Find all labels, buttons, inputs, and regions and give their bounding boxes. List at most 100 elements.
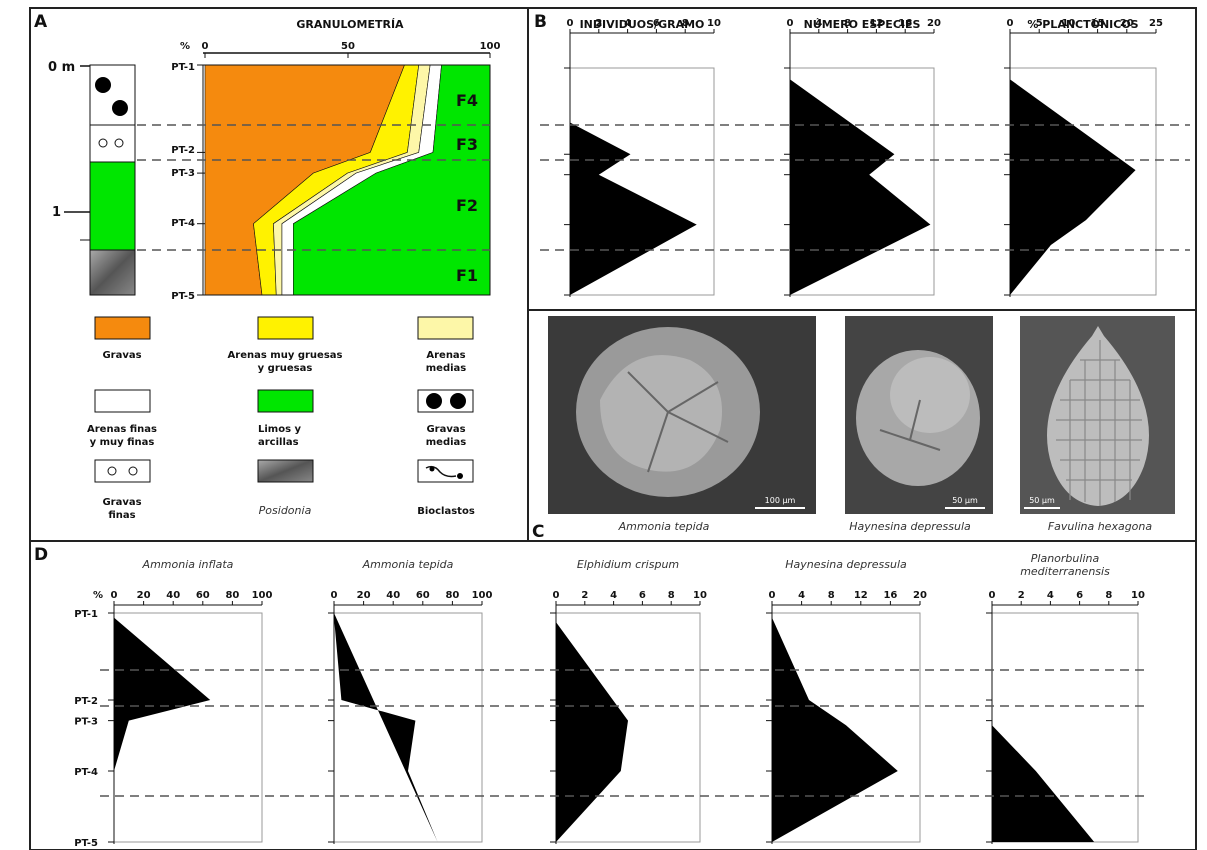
legend-swatch-posidonia [257, 459, 314, 483]
depth-label-1: 1 [52, 205, 61, 220]
legend-bioclast-icon [457, 473, 463, 479]
x-tick-label: 20 [927, 18, 941, 29]
x-tick-label: 4 [798, 590, 805, 601]
x-tick-label: 4 [1047, 590, 1054, 601]
profile-ammonia-inflata: 0 20 40 60 80 100 Ammonia inflata [108, 558, 272, 844]
chart-title: Planorbulina [1031, 552, 1100, 565]
legend-label-arenas-gruesas-2: y gruesas [258, 363, 313, 374]
foram-chamber [890, 357, 970, 433]
x-tick-label: 0 [787, 18, 794, 29]
legend-label-arenas-medias-2: medias [426, 363, 467, 374]
profile--planct-nicos: 0 5 10 15 20 25 % PLANCTÓNICOS [1004, 18, 1163, 297]
x-tick-label: 0 [553, 590, 560, 601]
foram-chamber [600, 355, 722, 472]
legend-swatch-gravas-finas [94, 459, 151, 483]
x-tick-label: 8 [1105, 590, 1112, 601]
x-tick-label: 8 [828, 590, 835, 601]
sample-label-pt5: PT-5 [171, 291, 195, 302]
legend: Gravas Arenas muy gruesas y gruesas Aren… [87, 316, 475, 521]
foram-test [1047, 326, 1149, 506]
profile-area [334, 613, 438, 842]
x-tick-label: 0 [1007, 18, 1014, 29]
fine-gravel-clast [114, 138, 124, 148]
x-tick-label: 4 [815, 18, 822, 29]
profile-area [992, 720, 1095, 842]
x-tick-label: 8 [682, 18, 689, 29]
legend-label-posidonia: Posidonia [259, 504, 312, 517]
photo-favulina: 50 µm [1020, 316, 1175, 514]
legend-swatch-arenas-gruesas [257, 316, 314, 340]
x-tick-label: 25 [1149, 18, 1163, 29]
legend-fine-gravel-icon [128, 466, 138, 476]
profile-n-mero-especies: 0 4 8 12 16 20 NÚMERO ESPECIES [784, 18, 941, 297]
foram-suture [627, 371, 729, 473]
chart-title: INDIVIDUOS/GRAMO [580, 18, 705, 31]
sample-label-pt3: PT-3 [171, 168, 195, 179]
x-tick-label: 20 [1120, 18, 1134, 29]
x-tick-label: 20 [137, 590, 151, 601]
facies-f3: F3 [456, 135, 478, 154]
x-tick-label: 8 [844, 18, 851, 29]
x-tick-label: 80 [445, 590, 459, 601]
lith-gravas-finas [89, 124, 136, 163]
x-tick-label: 80 [225, 590, 239, 601]
x-tick-label: 0 [567, 18, 574, 29]
x-tick-label: 2 [1018, 590, 1025, 601]
facies-f4: F4 [456, 91, 478, 110]
x-tick-label: 0 [769, 590, 776, 601]
scale-label: 50 µm [1029, 496, 1055, 505]
x-tick-label: 15 [1091, 18, 1105, 29]
legend-label-gravas-medias-1: Gravas [426, 424, 465, 435]
legend-swatch-gravas [94, 316, 151, 340]
panel-label-a: A [34, 12, 48, 32]
scale-label: 50 µm [952, 496, 978, 505]
profile-area [1010, 68, 1136, 295]
x-tick-label: 10 [1061, 18, 1075, 29]
scale-label: 100 µm [765, 496, 796, 505]
panel-label-c: C [532, 522, 544, 542]
foram-suture [879, 399, 941, 451]
legend-label-gravas-medias-2: medias [426, 437, 467, 448]
x-tick-label: 100 [472, 590, 493, 601]
x-tick-label: 4 [624, 18, 631, 29]
photo-haynesina: 50 µm [845, 316, 993, 514]
lith-limos [89, 161, 136, 251]
x-tick-label: 60 [416, 590, 430, 601]
gravel-clast [112, 100, 128, 116]
profile-elphidium-crispum: 0 2 4 6 8 10 Elphidium crispum [550, 558, 707, 844]
x-tick-label: 40 [166, 590, 180, 601]
x-tick-label: 2 [595, 18, 602, 29]
x-tick-label: 0 [331, 590, 338, 601]
x-tick-label: 8 [668, 590, 675, 601]
x-tick-label: 12 [869, 18, 883, 29]
x-tick-label: 40 [386, 590, 400, 601]
x-tick-label: 10 [707, 18, 721, 29]
x-tick-label: 6 [639, 590, 646, 601]
panel-d-sample-label: PT-5 [74, 838, 98, 849]
gravel-clast [95, 77, 111, 93]
legend-fine-gravel-icon [107, 466, 117, 476]
x-tick-label: 5 [1036, 18, 1043, 29]
chart-title: Elphidium crispum [577, 558, 679, 571]
x-tick-label: 4 [610, 590, 617, 601]
x-tick-label: 6 [1076, 590, 1083, 601]
legend-label-bioclastos: Bioclastos [417, 506, 475, 517]
x-tick-label: 12 [854, 590, 868, 601]
granulometria-title: GRANULOMETRÍA [296, 18, 404, 31]
legend-gravel-icon [450, 393, 466, 409]
photo-caption-ammonia-tepida: Ammonia tepida [618, 520, 710, 533]
x-tick-label: 20 [913, 590, 927, 601]
photo-ammonia-tepida: 100 µm [548, 316, 816, 514]
x-tick-label: 16 [898, 18, 912, 29]
panel-d-pct-label: % [93, 590, 103, 601]
profile-haynesina-depressula: 0 4 8 12 16 20 Haynesina depressula [766, 558, 927, 844]
x-tick-label: 16 [883, 590, 897, 601]
legend-label-limos-1: Limos y [258, 424, 302, 435]
granulometria-pct-label: % [180, 41, 190, 52]
granulometria-tick-0: 0 [202, 41, 209, 52]
lith-gravas-medias [89, 64, 136, 126]
facies-f1: F1 [456, 266, 478, 285]
